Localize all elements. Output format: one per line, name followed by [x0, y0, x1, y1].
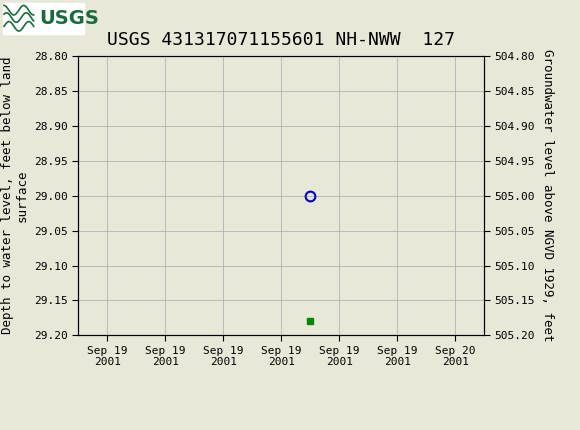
Text: USGS: USGS	[39, 9, 99, 28]
Y-axis label: Depth to water level, feet below land
surface: Depth to water level, feet below land su…	[1, 57, 28, 335]
FancyBboxPatch shape	[3, 3, 84, 34]
Title: USGS 431317071155601 NH-NWW  127: USGS 431317071155601 NH-NWW 127	[107, 31, 455, 49]
Y-axis label: Groundwater level above NGVD 1929, feet: Groundwater level above NGVD 1929, feet	[541, 49, 554, 342]
